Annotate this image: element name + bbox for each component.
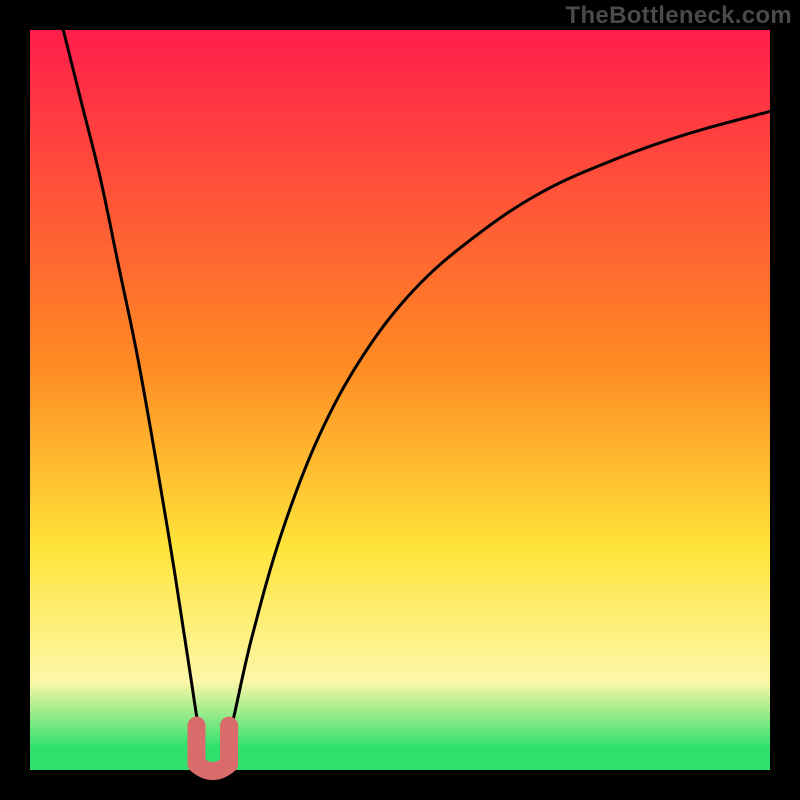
curve-overlay <box>0 0 800 800</box>
watermark-text: TheBottleneck.com <box>566 2 792 30</box>
figure-container: TheBottleneck.com <box>0 0 800 800</box>
curve-right <box>224 111 770 755</box>
valley-blob <box>197 726 230 771</box>
curve-left <box>63 30 204 755</box>
